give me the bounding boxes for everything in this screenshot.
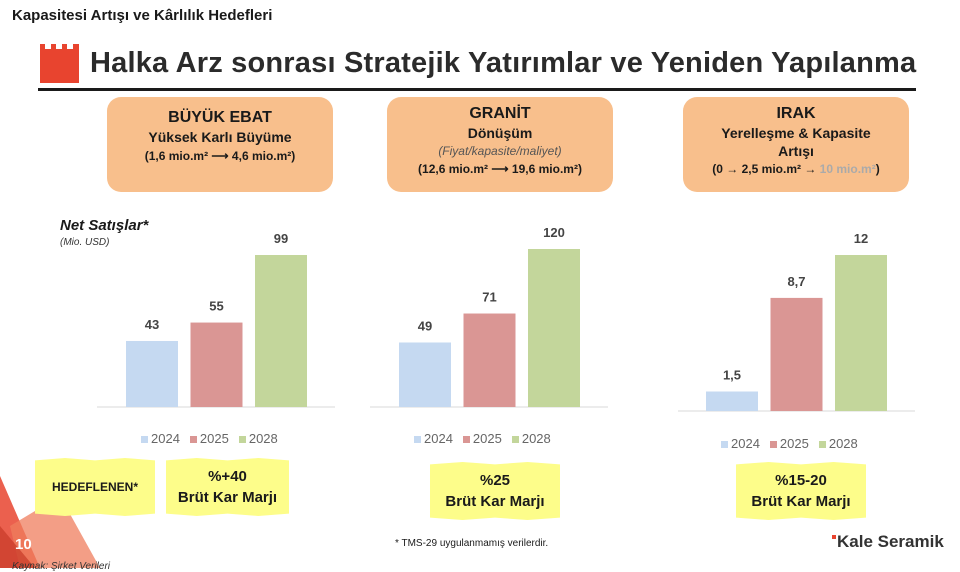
- bar-2024: [126, 340, 178, 407]
- legend-item-2025: 2025: [769, 436, 809, 451]
- segment-capacity: (12,6 mio.m² ⟶ 19,6 mio.m²): [418, 162, 582, 176]
- corner-decoration-icon: [0, 476, 100, 568]
- margin-label: Brüt Kar Marjı: [177, 489, 278, 506]
- capacity-target: 10 mio.m²: [819, 162, 876, 176]
- bar-2028: [255, 255, 307, 407]
- legend-item-2025: 2025: [189, 431, 229, 446]
- bar-2024: [399, 342, 451, 407]
- page-title: Halka Arz sonrası Stratejik Yatırımlar v…: [90, 47, 917, 79]
- legend-label: 2028: [828, 436, 858, 451]
- legend-label: 2024: [424, 431, 453, 446]
- target-label: HEDEFLENEN*: [35, 458, 155, 516]
- data-label: 71: [482, 290, 496, 305]
- legend-label: 2025: [199, 431, 229, 446]
- brand-logo: Kale Seramik: [832, 532, 944, 552]
- legend-item-2024: 2024: [721, 436, 760, 451]
- data-label: 49: [418, 318, 432, 333]
- data-label: 99: [274, 231, 288, 246]
- castle-logo-icon: [40, 44, 79, 83]
- legend-item-2028: 2028: [238, 431, 278, 446]
- segment-detail: (Fiyat/kapasite/maliyet): [438, 144, 562, 158]
- legend-item-2028: 2028: [511, 431, 551, 446]
- net-sales-label: Net Satışlar*: [60, 217, 149, 234]
- segment-box-irak: IRAK Yerelleşme & Kapasite Artışı (0 → 2…: [683, 97, 909, 192]
- data-label: 55: [209, 299, 223, 314]
- legend-label: 2025: [472, 431, 502, 446]
- segment-box-buyuk-ebat: BÜYÜK EBAT Yüksek Karlı Büyüme (1,6 mio.…: [107, 97, 333, 192]
- net-sales-unit: (Mio. USD): [60, 237, 110, 248]
- margin-value: %15-20: [775, 472, 827, 489]
- margin-note-2: %25 Brüt Kar Marjı: [430, 462, 560, 520]
- legend-2: 2024 2025 2028: [414, 431, 551, 446]
- legend-label: 2024: [731, 436, 760, 451]
- bar-2028: [835, 255, 887, 411]
- data-label: 12: [854, 231, 868, 246]
- margin-label: Brüt Kar Marjı: [445, 493, 545, 510]
- legend-label: 2028: [248, 431, 278, 446]
- legend-item-2028: 2028: [818, 436, 858, 451]
- legend-label: 2028: [521, 431, 551, 446]
- data-label: 8,7: [787, 274, 805, 289]
- segment-title: BÜYÜK EBAT: [168, 109, 272, 126]
- bar-2025: [463, 313, 516, 407]
- capacity-text: (0 → 2,5 mio.m² →: [712, 162, 817, 176]
- segment-subtitle: Yerelleşme & Kapasite Artışı: [721, 125, 871, 159]
- capacity-end: ): [875, 162, 880, 176]
- legend-label: 2024: [151, 431, 180, 446]
- margin-value: %+40: [208, 468, 247, 485]
- footnote: * TMS-29 uygulanmamış verilerdir.: [395, 538, 549, 549]
- segment-capacity: (0 → 2,5 mio.m² → 10 mio.m²): [683, 160, 909, 178]
- margin-note-3: %15-20 Brüt Kar Marjı: [736, 462, 866, 520]
- data-label: 43: [145, 317, 159, 332]
- bar-2025: [770, 297, 823, 411]
- legend-label: 2025: [779, 436, 809, 451]
- segment-title: GRANİT: [469, 105, 531, 122]
- data-label: 1,5: [723, 368, 741, 383]
- segment-subtitle: Yüksek Karlı Büyüme: [148, 129, 292, 145]
- segment-title: IRAK: [776, 105, 816, 122]
- bar-2024: [706, 391, 758, 411]
- margin-value: %25: [479, 472, 511, 489]
- segment-capacity: (1,6 mio.m² ⟶ 4,6 mio.m²): [144, 149, 296, 163]
- source-note: Kaynak: Şirket Verileri: [12, 561, 110, 572]
- legend-1: 2024 2025 2028: [141, 431, 278, 446]
- legend-item-2025: 2025: [462, 431, 502, 446]
- data-label: 120: [543, 225, 565, 240]
- legend-item-2024: 2024: [414, 431, 453, 446]
- title-divider: [38, 88, 916, 91]
- page-number: 10: [15, 536, 32, 553]
- margin-label: Brüt Kar Marjı: [751, 493, 851, 510]
- legend-item-2024: 2024: [141, 431, 180, 446]
- slide-header: Kapasitesi Artışı ve Kârlılık Hedefleri: [12, 7, 273, 24]
- bar-2028: [528, 249, 580, 407]
- segment-box-granit: GRANİT Dönüşüm (Fiyat/kapasite/maliyet) …: [387, 97, 613, 192]
- margin-note-1: %+40 Brüt Kar Marjı: [166, 458, 289, 516]
- target-label-text: HEDEFLENEN*: [51, 479, 138, 494]
- legend-3: 2024 2025 2028: [721, 436, 858, 451]
- segment-subtitle: Dönüşüm: [467, 125, 533, 141]
- bar-2025: [190, 322, 243, 407]
